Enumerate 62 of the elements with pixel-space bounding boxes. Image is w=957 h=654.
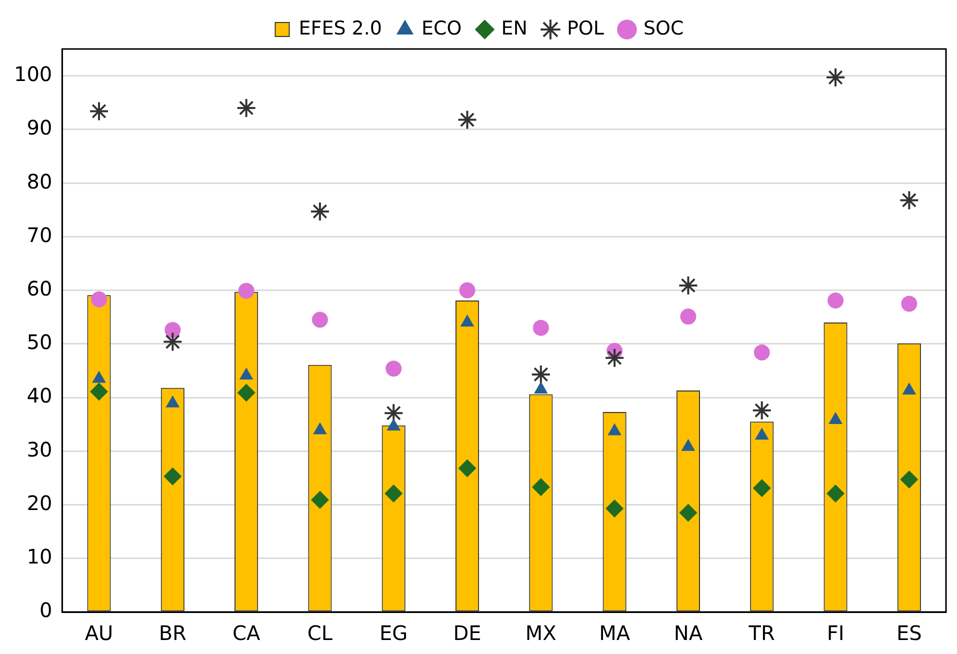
y-tick-label: 40 <box>26 384 52 408</box>
point <box>310 490 329 509</box>
point <box>532 478 550 496</box>
x-tick-label: DE <box>453 621 482 646</box>
x-tick-label: ES <box>896 621 922 646</box>
x-tick-label: AU <box>84 621 114 646</box>
legend-label: EFES 2.0 <box>298 17 382 40</box>
y-tick-label: 0 <box>39 598 52 622</box>
point <box>530 364 551 384</box>
point <box>312 312 328 328</box>
point <box>679 504 698 522</box>
legend-label: SOC <box>643 17 684 40</box>
point <box>459 282 476 298</box>
point <box>310 201 330 222</box>
y-tick-label: 80 <box>26 169 52 194</box>
y-tick-label: 100 <box>14 62 52 86</box>
point <box>899 190 920 210</box>
y-tick-label: 60 <box>26 276 52 300</box>
point <box>238 282 254 299</box>
point <box>458 459 476 478</box>
x-tick-label: FI <box>826 621 844 646</box>
point <box>604 348 625 368</box>
point <box>237 384 256 402</box>
point <box>386 360 402 377</box>
point <box>91 291 107 308</box>
point <box>162 332 183 352</box>
y-tick-label: 20 <box>26 490 52 515</box>
point <box>606 500 624 518</box>
legend-label: EN <box>501 17 528 40</box>
x-tick-label: CA <box>232 621 260 646</box>
point <box>532 320 549 336</box>
point <box>90 382 108 401</box>
point <box>828 292 844 308</box>
point <box>164 322 181 338</box>
point <box>680 308 696 325</box>
point <box>752 479 771 498</box>
point <box>754 344 770 360</box>
x-tick-label: TR <box>748 621 776 646</box>
y-tick-label: 30 <box>26 437 52 462</box>
x-tick-label: CL <box>307 621 334 646</box>
y-tick-label: 70 <box>26 222 52 247</box>
x-tick-label: MX <box>525 621 557 646</box>
point <box>900 470 918 489</box>
point <box>236 98 256 118</box>
y-tick-label: 90 <box>26 116 52 140</box>
legend-label: POL <box>566 17 604 40</box>
y-tick-label: 50 <box>26 330 52 354</box>
point <box>457 110 478 130</box>
point <box>901 296 918 312</box>
point <box>678 275 698 296</box>
x-tick-label: BR <box>158 621 187 646</box>
point <box>384 484 403 502</box>
y-tick-label: 10 <box>26 544 52 569</box>
point <box>164 467 182 486</box>
x-tick-label: EG <box>380 621 408 646</box>
point <box>826 67 846 88</box>
point <box>752 400 772 420</box>
x-tick-label: NA <box>674 621 703 646</box>
legend-label: ECO <box>422 17 462 40</box>
x-tick-label: MA <box>599 621 630 646</box>
point <box>826 484 845 502</box>
point <box>89 101 109 122</box>
